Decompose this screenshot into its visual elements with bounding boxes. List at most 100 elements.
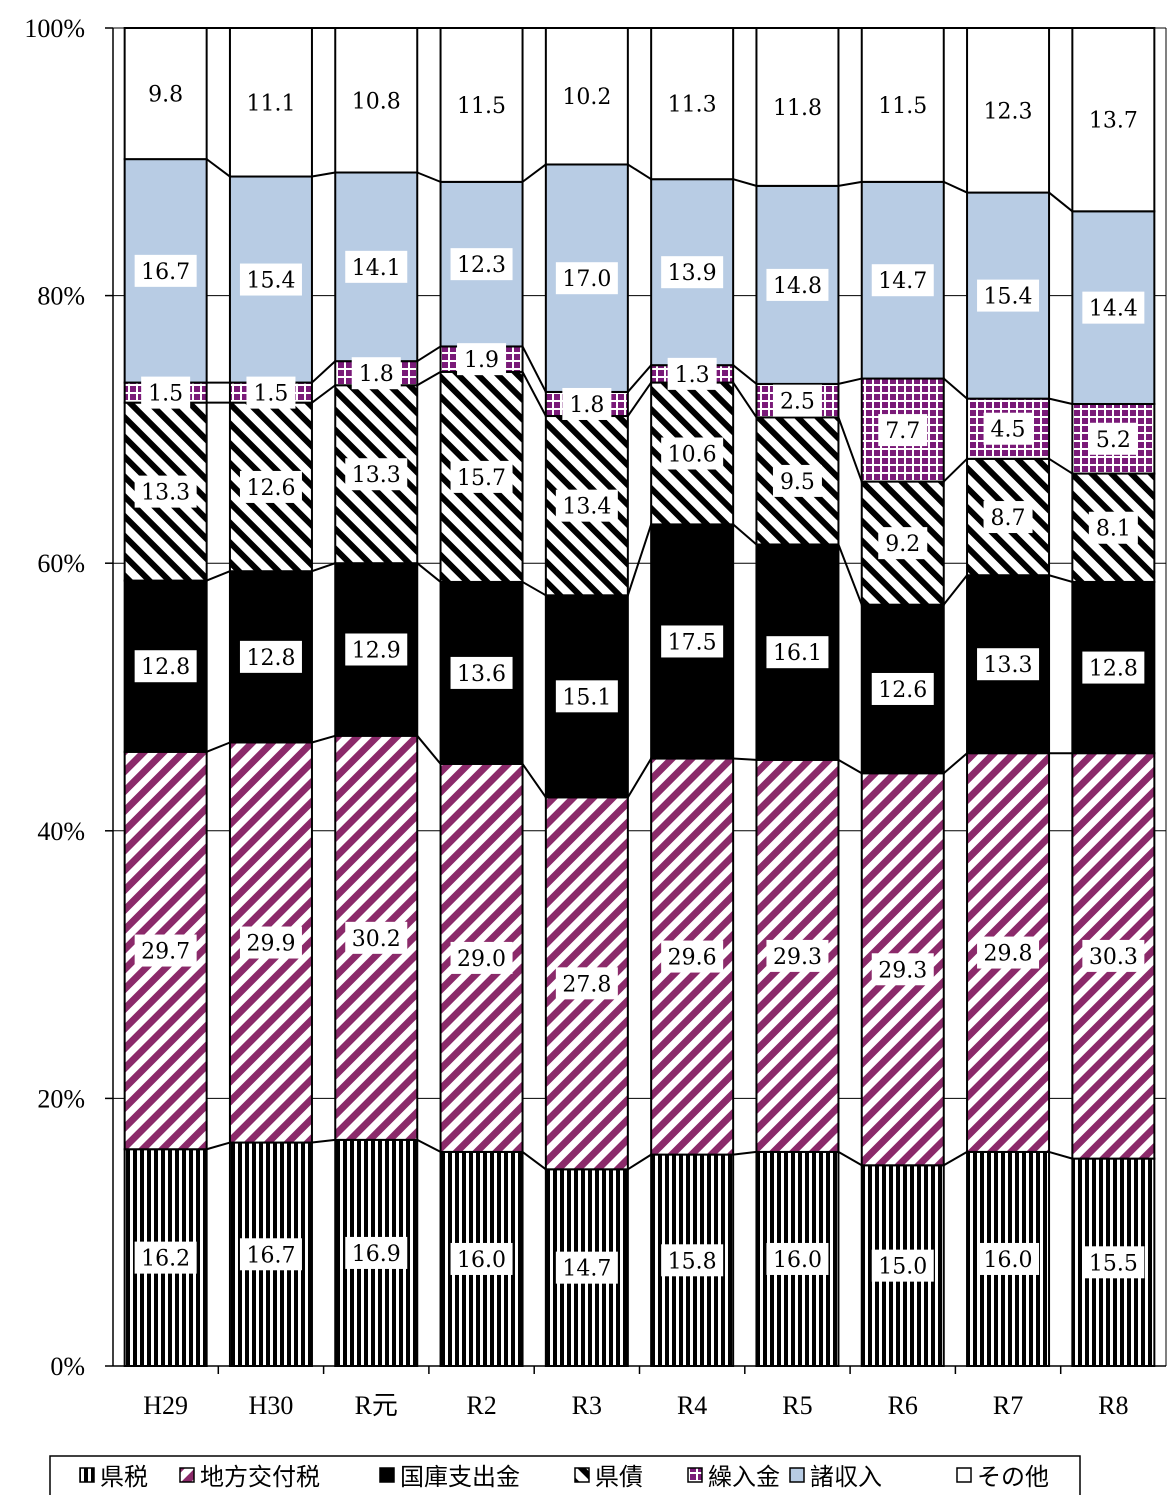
data-label: 13.3: [352, 463, 401, 488]
legend-swatch: [687, 1467, 703, 1483]
series-connector: [1048, 191, 1073, 213]
series-connector: [522, 581, 547, 597]
series-connector: [626, 758, 653, 798]
legend-swatch: [79, 1467, 95, 1483]
data-label: 17.0: [562, 267, 611, 292]
series-connector: [311, 171, 336, 178]
data-label: 13.3: [984, 653, 1033, 678]
legend-label: 地方交付税: [200, 1463, 320, 1491]
series-connector: [1048, 1150, 1073, 1160]
data-label: 15.0: [878, 1255, 927, 1280]
series-connector: [942, 574, 968, 606]
data-label: 12.6: [878, 678, 927, 703]
data-label-bg: [1082, 291, 1145, 324]
data-label-bg: [555, 967, 618, 1000]
data-label-bg: [239, 86, 302, 119]
x-category-label: R元: [355, 1391, 398, 1420]
data-label: 4.5: [991, 418, 1026, 443]
data-label-bg: [134, 650, 197, 683]
data-label-bg: [345, 84, 408, 117]
data-label: 9.5: [780, 470, 815, 495]
data-label-bg: [772, 384, 822, 417]
legend-label: その他: [977, 1463, 1049, 1491]
data-label: 12.6: [246, 476, 295, 501]
data-label: 12.8: [1089, 657, 1138, 682]
data-label: 11.8: [773, 96, 822, 121]
series-connector: [521, 371, 547, 417]
data-label: 29.9: [246, 932, 295, 957]
data-label-bg: [239, 470, 302, 503]
series-connector: [943, 752, 968, 775]
data-label-bg: [450, 88, 513, 121]
data-label: 15.4: [984, 285, 1033, 310]
series-connector: [311, 360, 336, 384]
data-label: 1.9: [464, 348, 499, 373]
data-label-bg: [351, 357, 401, 390]
data-label: 7.7: [885, 419, 920, 444]
series-connector: [627, 364, 652, 393]
data-label-bg: [878, 414, 928, 447]
data-label: 30.3: [1089, 945, 1138, 970]
series-connector: [206, 1141, 231, 1151]
series-connector: [206, 741, 231, 753]
data-label-bg: [239, 263, 302, 296]
data-label-bg: [977, 279, 1040, 312]
data-label-bg: [661, 625, 724, 658]
legend-label: 国庫支出金: [400, 1463, 520, 1491]
data-label-bg: [871, 953, 934, 986]
data-label: 10.6: [668, 442, 717, 467]
series-connector: [837, 759, 863, 775]
data-label-bg: [977, 94, 1040, 127]
data-label-bg: [450, 460, 513, 493]
series-connector: [206, 158, 231, 178]
data-label: 14.8: [773, 274, 822, 299]
data-label: 1.8: [569, 393, 604, 418]
data-label-bg: [450, 941, 513, 974]
data-label-bg: [766, 268, 829, 301]
data-label-bg: [555, 80, 618, 113]
x-category-label: R4: [677, 1391, 707, 1420]
data-label: 29.0: [457, 947, 506, 972]
x-category-label: R6: [888, 1391, 918, 1420]
axes: 0% 20% 40% 60% 80% 100% H29 H30 R元 R2 R3 R4 R5 R6 R7 R8: [24, 14, 1167, 1420]
data-label-bg: [977, 936, 1040, 969]
x-category-label: R5: [782, 1391, 812, 1420]
series-connector: [733, 757, 757, 761]
series-connector: [838, 180, 862, 187]
legend-swatch: [379, 1467, 395, 1483]
data-label-bg: [450, 1242, 513, 1275]
data-label: 12.8: [141, 655, 190, 680]
data-label-bg: [555, 489, 618, 522]
data-label: 15.1: [562, 685, 611, 710]
data-label-bg: [141, 77, 191, 110]
data-label: 16.7: [141, 260, 190, 285]
data-label-bg: [1082, 103, 1145, 136]
legend-label: 諸収入: [810, 1463, 882, 1491]
data-label-bg: [246, 376, 296, 409]
y-tick-label: 100%: [24, 14, 85, 43]
data-label: 10.2: [562, 85, 611, 110]
data-label: 9.8: [148, 83, 183, 108]
data-label-bg: [661, 1244, 724, 1277]
data-label-bg: [1082, 651, 1145, 684]
y-tick-label: 20%: [37, 1084, 85, 1113]
series-connector: [837, 544, 863, 606]
data-label: 29.3: [878, 958, 927, 983]
series-connector: [733, 1150, 757, 1156]
data-label-bg: [450, 248, 513, 281]
series-connector: [627, 1153, 652, 1171]
series-connectors: [206, 27, 1073, 1171]
series-connector: [943, 1151, 968, 1167]
data-label-bg: [239, 926, 302, 959]
x-category-label: H29: [143, 1391, 188, 1420]
data-label: 15.7: [457, 466, 506, 491]
data-label-bg: [878, 527, 928, 560]
data-label-bg: [977, 648, 1040, 681]
data-label-bg: [1088, 511, 1138, 544]
data-label: 16.1: [773, 641, 822, 666]
y-tick-label: 80%: [37, 282, 85, 311]
data-label-bg: [772, 464, 822, 497]
data-label: 14.7: [562, 1257, 611, 1282]
data-label-bg: [667, 357, 717, 390]
series-connector: [521, 763, 547, 798]
